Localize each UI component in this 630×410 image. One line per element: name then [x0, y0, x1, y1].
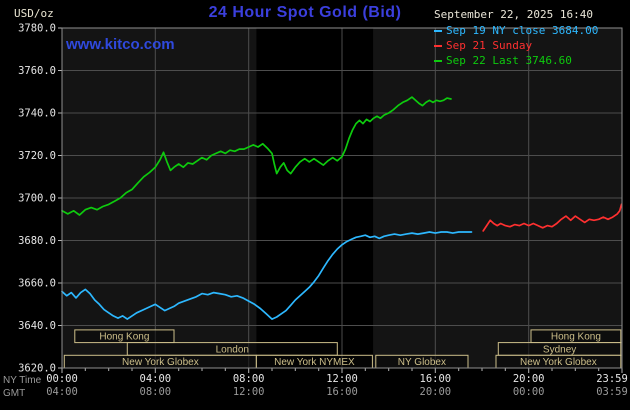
y-axis-label: 3680.0 — [18, 235, 56, 247]
y-axis-label: 3740.0 — [18, 108, 56, 120]
y-axis-label: 3780.0 — [18, 23, 56, 35]
gmt-axis-label: GMT — [3, 388, 26, 399]
x-axis-label-ny: 23:59 — [596, 373, 628, 385]
y-axis-label: 3640.0 — [18, 320, 56, 332]
chart-title: 24 Hour Spot Gold (Bid) — [208, 4, 402, 21]
x-axis-label-gmt: 12:00 — [233, 386, 265, 398]
x-axis-label-gmt: 20:00 — [420, 386, 452, 398]
session-label: Hong Kong — [551, 332, 601, 343]
legend-label-sep22: Sep 22 Last 3746.60 — [446, 54, 572, 67]
series-swatch-sep19 — [434, 29, 442, 32]
y-axis-label: 3760.0 — [18, 65, 56, 77]
x-axis-label-gmt: 04:00 — [46, 386, 78, 398]
x-axis-label-gmt: 00:00 — [513, 386, 545, 398]
y-axis-units-label: USD/oz — [14, 7, 54, 20]
session-box-hong-kong — [74, 329, 175, 344]
x-axis-label-ny: 12:00 — [326, 373, 358, 385]
series-line-sep22 — [61, 96, 452, 216]
session-label: New York NYMEX — [274, 357, 355, 368]
legend-label-sep19: Sep 19 NY close 3684.00 — [446, 24, 599, 37]
y-axis-label: 3620.0 — [18, 363, 56, 375]
y-axis-label: 3660.0 — [18, 278, 56, 290]
legend-item-sep22: Sep 22 Last 3746.60 — [434, 53, 628, 68]
x-axis-label-ny: 08:00 — [233, 373, 265, 385]
chart-datetime: September 22, 2025 16:40 — [434, 8, 593, 21]
x-axis-label-gmt: 16:00 — [326, 386, 358, 398]
x-axis-label-ny: 00:00 — [46, 373, 78, 385]
series-line-sep19 — [61, 231, 473, 320]
x-axis-label-ny: 16:00 — [420, 373, 452, 385]
legend-label-sep21: Sep 21 Sunday — [446, 39, 533, 52]
x-axis-label-ny: 04:00 — [140, 373, 172, 385]
x-axis-label-ny: 20:00 — [513, 373, 545, 385]
y-axis-label: 3700.0 — [18, 193, 56, 205]
session-label: Sydney — [543, 344, 576, 355]
x-axis-label-gmt: 08:00 — [140, 386, 172, 398]
session-label: New York Globex — [520, 357, 597, 368]
series-swatch-sep22 — [434, 59, 442, 62]
kitco-watermark-link[interactable]: www.kitco.com — [66, 36, 175, 53]
legend-item-sep19: Sep 19 NY close 3684.00 — [434, 23, 628, 38]
legend: September 22, 2025 16:40 Sep 19 NY close… — [434, 7, 628, 68]
session-label: London — [216, 344, 249, 355]
plot-border — [61, 27, 623, 369]
ny-time-axis-label: NY Time — [3, 375, 42, 386]
series-swatch-sep21 — [434, 44, 442, 47]
series-line-sep21 — [482, 203, 623, 232]
y-axis-label: 3720.0 — [18, 150, 56, 162]
session-label: NY Globex — [398, 357, 446, 368]
session-label: New York Globex — [122, 357, 199, 368]
x-axis-label-gmt: 03:59 — [596, 386, 628, 398]
session-label: Hong Kong — [99, 332, 149, 343]
legend-item-sep21: Sep 21 Sunday — [434, 38, 628, 53]
